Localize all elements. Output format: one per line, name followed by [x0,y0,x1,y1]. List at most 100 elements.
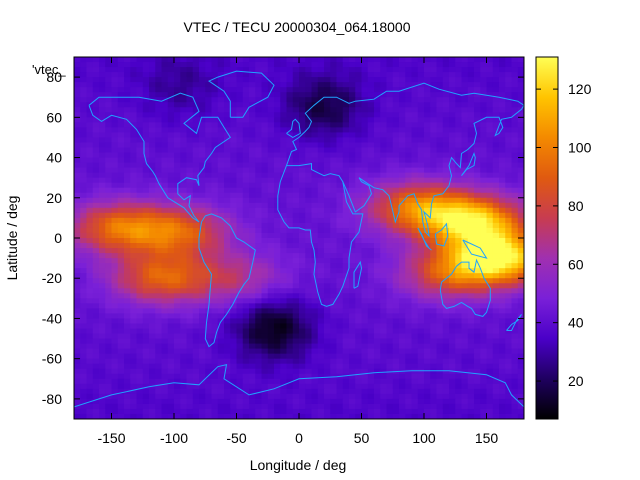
heatmap-cell [480,303,488,309]
heatmap-cell [230,308,238,315]
heatmap-cell [430,197,438,204]
heatmap-cell [280,227,288,234]
heatmap-cell [342,152,350,159]
heatmap-cell [317,147,325,154]
heatmap-cell [149,293,156,299]
heatmap-cell [155,62,163,68]
heatmap-cell [161,393,169,400]
heatmap-cell [405,278,413,284]
heatmap-cell [461,117,469,123]
heatmap-cell [399,328,406,335]
heatmap-cell [392,258,400,264]
heatmap-cell [286,72,294,78]
heatmap-cell [180,117,188,123]
heatmap-cell [92,303,100,309]
heatmap-cell [386,363,394,370]
heatmap-cell [467,192,475,199]
heatmap-cell [174,137,181,144]
heatmap-cell [299,293,306,299]
heatmap-cell [249,283,256,289]
heatmap-cell [499,393,506,400]
heatmap-cell [230,232,238,239]
heatmap-cell [249,227,256,234]
heatmap-cell [92,172,100,179]
heatmap-cell [205,338,213,345]
heatmap-cell [267,383,275,390]
heatmap-cell [517,243,524,249]
heatmap-cell [467,57,475,63]
heatmap-cell [430,378,438,385]
heatmap-cell [430,162,438,169]
heatmap-cell [280,253,288,259]
heatmap-cell [299,298,306,304]
heatmap-cell [311,177,319,184]
heatmap-cell [311,207,319,214]
heatmap-cell [117,162,125,169]
heatmap-cell [242,383,250,390]
heatmap-cell [230,62,238,68]
heatmap-cell [361,187,369,194]
heatmap-cell [186,403,194,410]
heatmap-cell [324,318,331,325]
heatmap-cell [180,82,188,88]
heatmap-cell [517,308,524,315]
heatmap-cell [299,368,306,375]
heatmap-cell [499,368,506,375]
heatmap-cell [267,288,275,294]
heatmap-cell [449,238,456,244]
heatmap-cell [92,117,100,123]
heatmap-cell [474,338,481,345]
heatmap-cell [124,172,131,179]
heatmap-cell [417,202,425,209]
heatmap-cell [505,117,513,123]
heatmap-cell [474,383,481,390]
heatmap-cell [155,97,163,103]
heatmap-cell [92,212,100,219]
heatmap-cell [449,278,456,284]
heatmap-cell [492,393,500,400]
heatmap-cell [174,112,181,118]
heatmap-cell [267,202,275,209]
heatmap-cell [386,313,394,320]
heatmap-cell [74,238,81,244]
heatmap-cell [374,232,381,239]
heatmap-cell [305,202,313,209]
heatmap-cell [492,197,500,204]
heatmap-cell [324,273,331,279]
heatmap-cell [249,273,256,279]
heatmap-cell [74,373,81,380]
heatmap-cell [436,87,444,93]
heatmap-cell [130,107,138,113]
heatmap-cell [405,243,413,249]
heatmap-cell [442,353,450,360]
heatmap-cell [249,338,256,345]
heatmap-cell [92,112,100,118]
heatmap-cell [130,338,138,345]
heatmap-cell [430,313,438,320]
heatmap-cell [392,107,400,113]
heatmap-cell [286,77,294,83]
heatmap-cell [174,222,181,229]
heatmap-cell [167,383,175,390]
heatmap-cell [399,117,406,123]
heatmap-cell [230,288,238,294]
heatmap-cell [80,288,88,294]
heatmap-cell [217,288,225,294]
heatmap-cell [155,398,163,405]
heatmap-cell [161,238,169,244]
heatmap-cell [374,333,381,340]
heatmap-cell [336,368,344,375]
heatmap-cell [417,358,425,365]
heatmap-cell [311,313,319,320]
heatmap-cell [336,192,344,199]
heatmap-cell [499,127,506,134]
heatmap-cell [474,348,481,355]
heatmap-cell [424,187,431,194]
heatmap-cell [424,72,431,78]
heatmap-cell [392,303,400,309]
heatmap-cell [111,303,119,309]
heatmap-cell [199,87,206,93]
heatmap-cell [74,207,81,214]
heatmap-cell [386,132,394,139]
heatmap-cell [449,137,456,144]
